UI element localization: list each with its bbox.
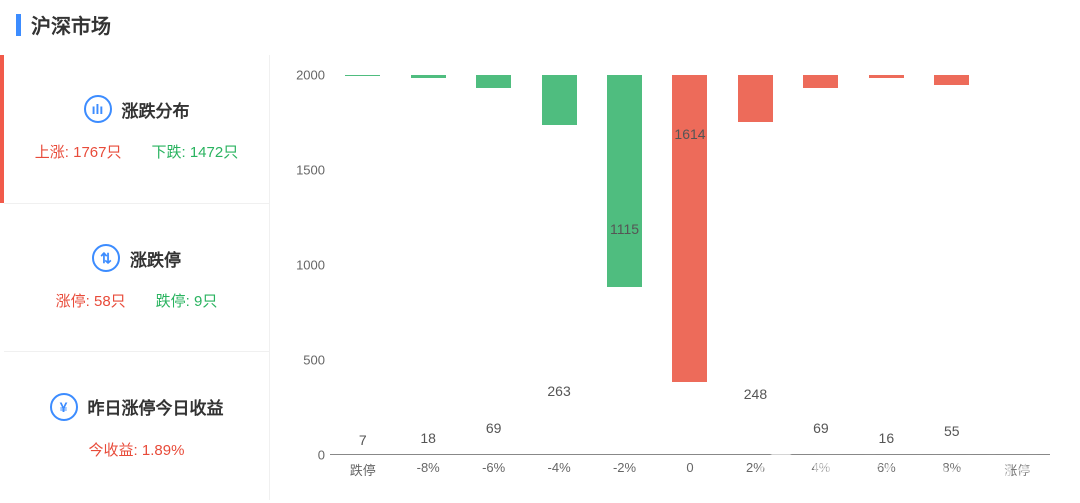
panel-head: ⇅ 涨跌停 bbox=[92, 244, 181, 272]
sidebar-panel-distribution[interactable]: ılı涨跌分布上涨: 1767只下跌: 1472只 bbox=[0, 55, 269, 203]
bar-value: 69 bbox=[813, 420, 829, 436]
xlabel: -2% bbox=[592, 460, 657, 479]
xlabel: 2% bbox=[723, 460, 788, 479]
stat-label: 上涨: bbox=[35, 144, 73, 161]
title-accent-bar bbox=[16, 14, 21, 36]
bar-slot: 69 bbox=[788, 75, 853, 455]
bar[interactable] bbox=[345, 75, 380, 76]
page-title: 沪深市场 bbox=[0, 0, 1080, 55]
panel-title: 涨跌停 bbox=[130, 246, 181, 271]
bar-slot: 16 bbox=[854, 75, 919, 455]
stat-item: 上涨: 1767只 bbox=[35, 141, 122, 162]
ytick: 0 bbox=[290, 448, 325, 463]
bar-slot: 263 bbox=[526, 75, 591, 455]
bars-icon: ılı bbox=[84, 95, 112, 123]
bar-slot bbox=[985, 75, 1050, 455]
stat-value: 58只 bbox=[94, 293, 126, 310]
stat-value: 9只 bbox=[194, 293, 217, 310]
bar-value: 1614 bbox=[674, 126, 705, 142]
panel-title: 昨日涨停今日收益 bbox=[88, 394, 224, 419]
updown-icon: ⇅ bbox=[92, 244, 120, 272]
xlabel: -8% bbox=[395, 460, 460, 479]
sidebar: ılı涨跌分布上涨: 1767只下跌: 1472只⇅涨跌停涨停: 58只跌停: … bbox=[0, 55, 270, 500]
chart-area: 0 500 1000 1500 2000 7 18 69 263 1115 1614 248 69 16… bbox=[270, 55, 1080, 500]
xlabel: -4% bbox=[526, 460, 591, 479]
panel-head: ¥ 昨日涨停今日收益 bbox=[50, 393, 224, 421]
bar-value: 7 bbox=[359, 432, 367, 448]
stat-value: 1767只 bbox=[73, 144, 121, 161]
bar[interactable] bbox=[738, 75, 773, 122]
ytick: 1000 bbox=[290, 258, 325, 273]
bar-slot: 55 bbox=[919, 75, 984, 455]
bar[interactable] bbox=[476, 75, 511, 88]
stat-item: 涨停: 58只 bbox=[56, 290, 126, 311]
yen-icon: ¥ bbox=[50, 393, 78, 421]
bar[interactable] bbox=[542, 75, 577, 125]
stat-label: 下跌: bbox=[152, 144, 190, 161]
bar[interactable] bbox=[672, 75, 707, 382]
panel-stats: 涨停: 58只 跌停: 9只 bbox=[56, 290, 218, 311]
bar-slot: 1115 bbox=[592, 75, 657, 455]
bar-slot: 1614 bbox=[657, 75, 722, 455]
panel-title: 涨跌分布 bbox=[122, 97, 190, 122]
main-layout: ılı涨跌分布上涨: 1767只下跌: 1472只⇅涨跌停涨停: 58只跌停: … bbox=[0, 55, 1080, 500]
bar-value: 55 bbox=[944, 423, 960, 439]
bar[interactable] bbox=[803, 75, 838, 88]
bar-value: 248 bbox=[744, 386, 767, 402]
bar[interactable] bbox=[607, 75, 642, 287]
panel-head: ılı 涨跌分布 bbox=[84, 95, 190, 123]
ytick: 2000 bbox=[290, 68, 325, 83]
xlabel: 6% bbox=[854, 460, 919, 479]
bar-slot: 69 bbox=[461, 75, 526, 455]
stat-value: 1.89% bbox=[142, 442, 185, 459]
bar[interactable] bbox=[411, 75, 446, 78]
xlabel: 8% bbox=[919, 460, 984, 479]
stat-item: 今收益: 1.89% bbox=[89, 442, 185, 459]
xlabel: 0 bbox=[657, 460, 722, 479]
stat-item: 下跌: 1472只 bbox=[152, 141, 239, 162]
bar-slot: 248 bbox=[723, 75, 788, 455]
sidebar-panel-yesterday[interactable]: ¥ 昨日涨停今日收益今收益: 1.89% bbox=[4, 351, 269, 500]
stat-value: 1472只 bbox=[190, 144, 238, 161]
page-title-text: 沪深市场 bbox=[31, 10, 111, 39]
panel-stats: 上涨: 1767只 下跌: 1472只 bbox=[35, 141, 238, 162]
bar-value: 1115 bbox=[610, 221, 639, 237]
xlabel: -6% bbox=[461, 460, 526, 479]
ytick: 500 bbox=[290, 353, 325, 368]
bar-value: 69 bbox=[486, 420, 502, 436]
bar-slot: 18 bbox=[395, 75, 460, 455]
stat-label: 涨停: bbox=[56, 293, 94, 310]
stat-item: 跌停: 9只 bbox=[156, 290, 218, 311]
stat-label: 今收益: bbox=[89, 442, 142, 459]
xlabel: 涨停 bbox=[985, 460, 1050, 479]
bar-slot: 7 bbox=[330, 75, 395, 455]
stat-label: 跌停: bbox=[156, 293, 194, 310]
ytick: 1500 bbox=[290, 163, 325, 178]
bar-value: 18 bbox=[420, 430, 436, 446]
chart-xlabels: 跌停-8%-6%-4%-2%02%4%6%8%涨停 bbox=[330, 460, 1050, 479]
sidebar-panel-limits[interactable]: ⇅涨跌停涨停: 58只跌停: 9只 bbox=[4, 203, 269, 352]
panel-stats: 今收益: 1.89% bbox=[89, 439, 185, 460]
bar-value: 16 bbox=[879, 430, 895, 446]
chart-bars: 7 18 69 263 1115 1614 248 69 16 55 bbox=[330, 75, 1050, 455]
bar-value: 263 bbox=[547, 383, 570, 399]
xlabel: 4% bbox=[788, 460, 853, 479]
bar[interactable] bbox=[869, 75, 904, 78]
xlabel: 跌停 bbox=[330, 460, 395, 479]
bar[interactable] bbox=[934, 75, 969, 85]
